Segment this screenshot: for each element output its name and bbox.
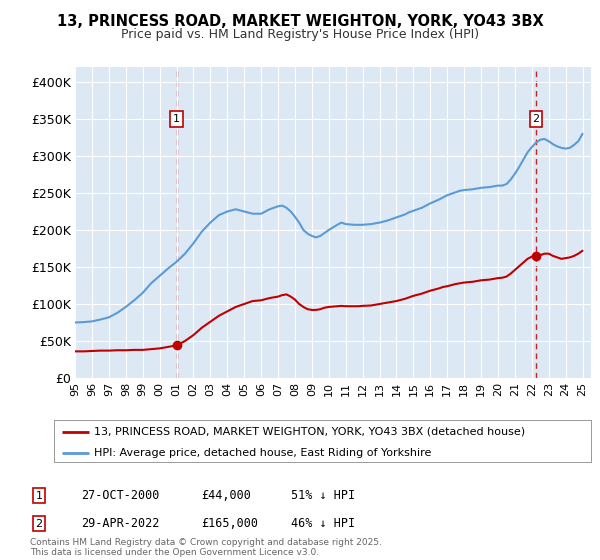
Text: 1: 1 [35,491,43,501]
Text: Contains HM Land Registry data © Crown copyright and database right 2025.
This d: Contains HM Land Registry data © Crown c… [30,538,382,557]
Text: 1: 1 [173,114,180,124]
Text: 2: 2 [35,519,43,529]
Text: £44,000: £44,000 [201,489,251,502]
Text: Price paid vs. HM Land Registry's House Price Index (HPI): Price paid vs. HM Land Registry's House … [121,28,479,41]
Text: 13, PRINCESS ROAD, MARKET WEIGHTON, YORK, YO43 3BX (detached house): 13, PRINCESS ROAD, MARKET WEIGHTON, YORK… [94,427,526,437]
Text: 29-APR-2022: 29-APR-2022 [81,517,160,530]
Text: 46% ↓ HPI: 46% ↓ HPI [291,517,355,530]
Text: 27-OCT-2000: 27-OCT-2000 [81,489,160,502]
Text: 13, PRINCESS ROAD, MARKET WEIGHTON, YORK, YO43 3BX: 13, PRINCESS ROAD, MARKET WEIGHTON, YORK… [56,14,544,29]
Text: HPI: Average price, detached house, East Riding of Yorkshire: HPI: Average price, detached house, East… [94,448,431,458]
Text: 2: 2 [532,114,539,124]
Text: £165,000: £165,000 [201,517,258,530]
Text: 51% ↓ HPI: 51% ↓ HPI [291,489,355,502]
